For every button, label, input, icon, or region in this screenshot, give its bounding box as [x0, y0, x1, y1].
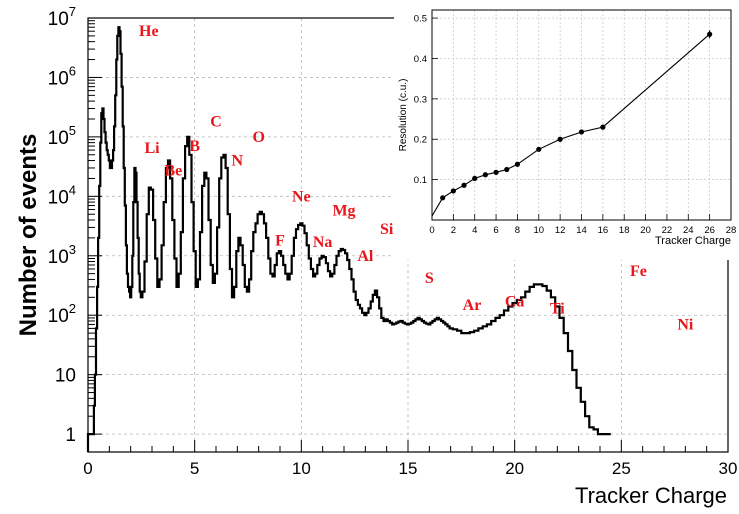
- inset-x-axis-title: Tracker Charge: [655, 235, 731, 247]
- resolution-point: [536, 146, 542, 152]
- resolution-point: [707, 31, 713, 37]
- resolution-point: [482, 172, 488, 178]
- y-axis-title: Number of events: [15, 134, 42, 337]
- y-tick-label: 103: [48, 242, 76, 268]
- element-label-ca: Ca: [505, 294, 525, 311]
- element-label-li: Li: [144, 140, 160, 157]
- y-tick-label: 106: [48, 63, 76, 89]
- inset-x-tick-label: 24: [683, 225, 694, 236]
- resolution-points: [440, 30, 713, 201]
- inset-x-tick-label: 4: [472, 225, 477, 236]
- inset-x-tick-label: 26: [704, 225, 715, 236]
- inset-y-axis-title: Resolution (c.u.): [398, 79, 409, 152]
- inset-x-tick-label: 22: [662, 225, 673, 236]
- inset-x-tick-label: 0: [429, 225, 434, 236]
- resolution-point: [461, 182, 467, 188]
- x-tick-label: 30: [719, 459, 738, 478]
- resolution-point: [578, 129, 585, 135]
- inset-axis-ticks: [431, 17, 732, 220]
- inset-y-tick-label: 0.2: [414, 135, 427, 146]
- element-label-si: Si: [380, 221, 394, 238]
- inset-x-tick-label: 2: [451, 225, 456, 236]
- resolution-point: [557, 136, 563, 142]
- y-tick-label: 104: [48, 182, 76, 208]
- element-label-ni: Ni: [677, 316, 694, 333]
- inset-tick-labels: 0 2 4 6 8 10 12 14 16 18 20 22 24 26 280.10.20.30.40.5: [414, 14, 737, 236]
- inset-x-tick-label: 10: [533, 225, 544, 236]
- x-tick-label: 20: [505, 459, 524, 478]
- element-label-be: Be: [164, 163, 182, 180]
- histogram-curve: [86, 26, 611, 452]
- resolution-point: [493, 169, 499, 175]
- y-tick-label: 102: [48, 301, 76, 327]
- element-label-mg: Mg: [332, 202, 355, 219]
- element-label-s: S: [425, 270, 434, 287]
- inset-x-tick-label: 28: [726, 225, 737, 236]
- element-label-fe: Fe: [630, 263, 647, 280]
- element-label-n: N: [232, 153, 244, 170]
- element-label-he: He: [139, 23, 159, 40]
- inset-x-tick-label: 18: [619, 225, 630, 236]
- resolution-point: [472, 175, 478, 182]
- element-label-b: B: [189, 138, 200, 155]
- element-label-f: F: [275, 233, 285, 250]
- x-tick-label: 25: [612, 459, 631, 478]
- element-label-ti: Ti: [550, 300, 565, 317]
- y-tick-label: 1: [65, 425, 76, 446]
- element-label-al: Al: [357, 248, 374, 265]
- resolution-point: [450, 188, 456, 194]
- inset-resolution-plot: 0 2 4 6 8 10 12 14 16 18 20 22 24 26 280.10.20.30.40.5…: [394, 2, 736, 260]
- x-tick-label: 0: [83, 459, 92, 478]
- x-tick-label: 10: [292, 459, 311, 478]
- main-axis-ticks: [87, 17, 729, 452]
- inset-y-tick-label: 0.3: [414, 94, 427, 105]
- element-label-ar: Ar: [463, 297, 482, 314]
- resolution-point: [504, 166, 510, 173]
- resolution-point: [514, 161, 521, 167]
- y-tick-label: 105: [48, 123, 76, 149]
- x-axis-title: Tracker Charge: [575, 483, 727, 508]
- inset-y-tick-label: 0.4: [414, 54, 427, 65]
- inset-y-tick-label: 0.1: [414, 175, 427, 186]
- inset-x-tick-label: 12: [555, 225, 566, 236]
- inset-background: [394, 2, 736, 260]
- x-tick-label: 15: [399, 459, 418, 478]
- inset-x-tick-label: 8: [515, 225, 520, 236]
- resolution-point: [440, 195, 446, 201]
- y-tick-label: 107: [48, 4, 76, 30]
- inset-x-tick-label: 16: [598, 225, 609, 236]
- element-label-ne: Ne: [292, 188, 311, 205]
- element-label-na: Na: [313, 234, 333, 251]
- x-tick-label: 5: [190, 459, 199, 478]
- resolution-point: [600, 124, 606, 130]
- inset-x-tick-label: 14: [576, 225, 587, 236]
- inset-y-tick-label: 0.5: [414, 14, 427, 25]
- y-tick-label: 10: [55, 366, 76, 387]
- element-label-c: C: [210, 114, 222, 131]
- inset-x-tick-label: 20: [640, 225, 651, 236]
- element-label-o: O: [252, 129, 264, 146]
- inset-x-tick-label: 6: [493, 225, 498, 236]
